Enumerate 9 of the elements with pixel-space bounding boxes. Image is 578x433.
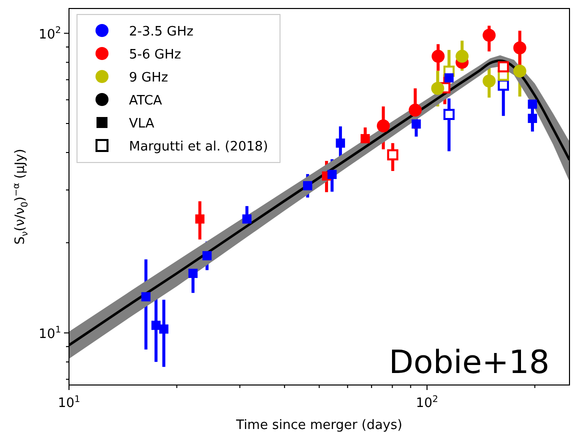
annotation: Dobie+18 [388,343,550,381]
legend-label: VLA [129,116,154,132]
legend-label: 2-3.5 GHz [129,24,194,40]
legend-label: 5-6 GHz [129,48,182,62]
legend-label: ATCA [129,94,162,108]
legend-label: 9 GHz [129,70,168,86]
legend-label: Margutti et al. (2018) [129,140,268,154]
x-axis-title: Time since merger (days) [235,418,402,433]
y-axis-title: Sν(ν/ν0)−α (μJy) [12,148,30,245]
